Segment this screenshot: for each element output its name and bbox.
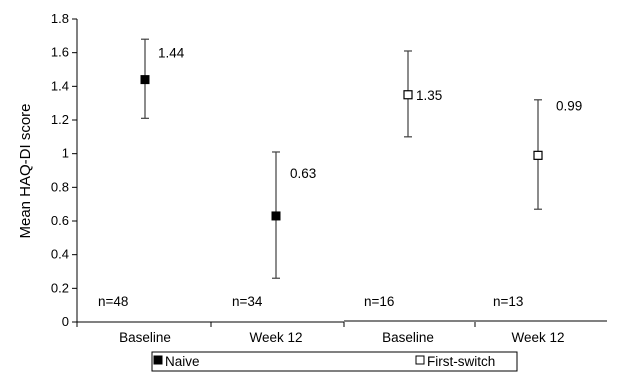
y-tick-label: 0.2 [51,280,69,295]
n-label: n=13 [493,294,523,309]
y-tick-label: 1.6 [51,45,69,60]
legend: Naive First-switch [151,351,518,372]
y-tick-label: 1.8 [51,11,69,26]
data-label: 0.63 [290,166,316,181]
data-label: 1.35 [416,88,442,103]
x-category-label: Week 12 [249,330,302,345]
x-category-label: Baseline [119,330,171,345]
legend-label-naive: Naive [165,354,200,369]
y-tick-label: 1 [62,146,69,161]
chart-marks: 1.44 n=48 0.63 n=34 1.35 n=16 0.99 n=13 [98,38,582,309]
data-point-first-switch [403,90,413,100]
y-axis-label: Mean HAQ-DI score [17,103,34,238]
data-point-first-switch [533,150,543,160]
x-category-label: Baseline [382,330,434,345]
legend-box [151,351,518,372]
n-label: n=34 [232,294,263,309]
legend-marker-naive [153,355,163,365]
legend-marker-first-switch [415,355,425,365]
n-label: n=16 [364,294,394,309]
y-tick-label: 0.8 [51,179,69,194]
data-label: 1.44 [158,46,185,61]
axes: 0 0.2 0.4 0.6 0.8 1 1.2 1.4 1.6 1.8 Baseline Week 1… [51,11,607,345]
y-tick-label: 0.4 [51,247,69,262]
y-tick-label: 1.4 [51,78,69,93]
data-point-naive [271,211,281,221]
data-point-naive [140,75,150,85]
n-label: n=48 [98,294,128,309]
y-tick-label: 0 [62,314,69,329]
x-category-label: Week 12 [511,330,564,345]
y-tick-label: 0.6 [51,213,69,228]
y-tick-label: 1.2 [51,112,69,127]
legend-label-first-switch: First-switch [427,354,495,369]
data-label: 0.99 [556,98,582,113]
